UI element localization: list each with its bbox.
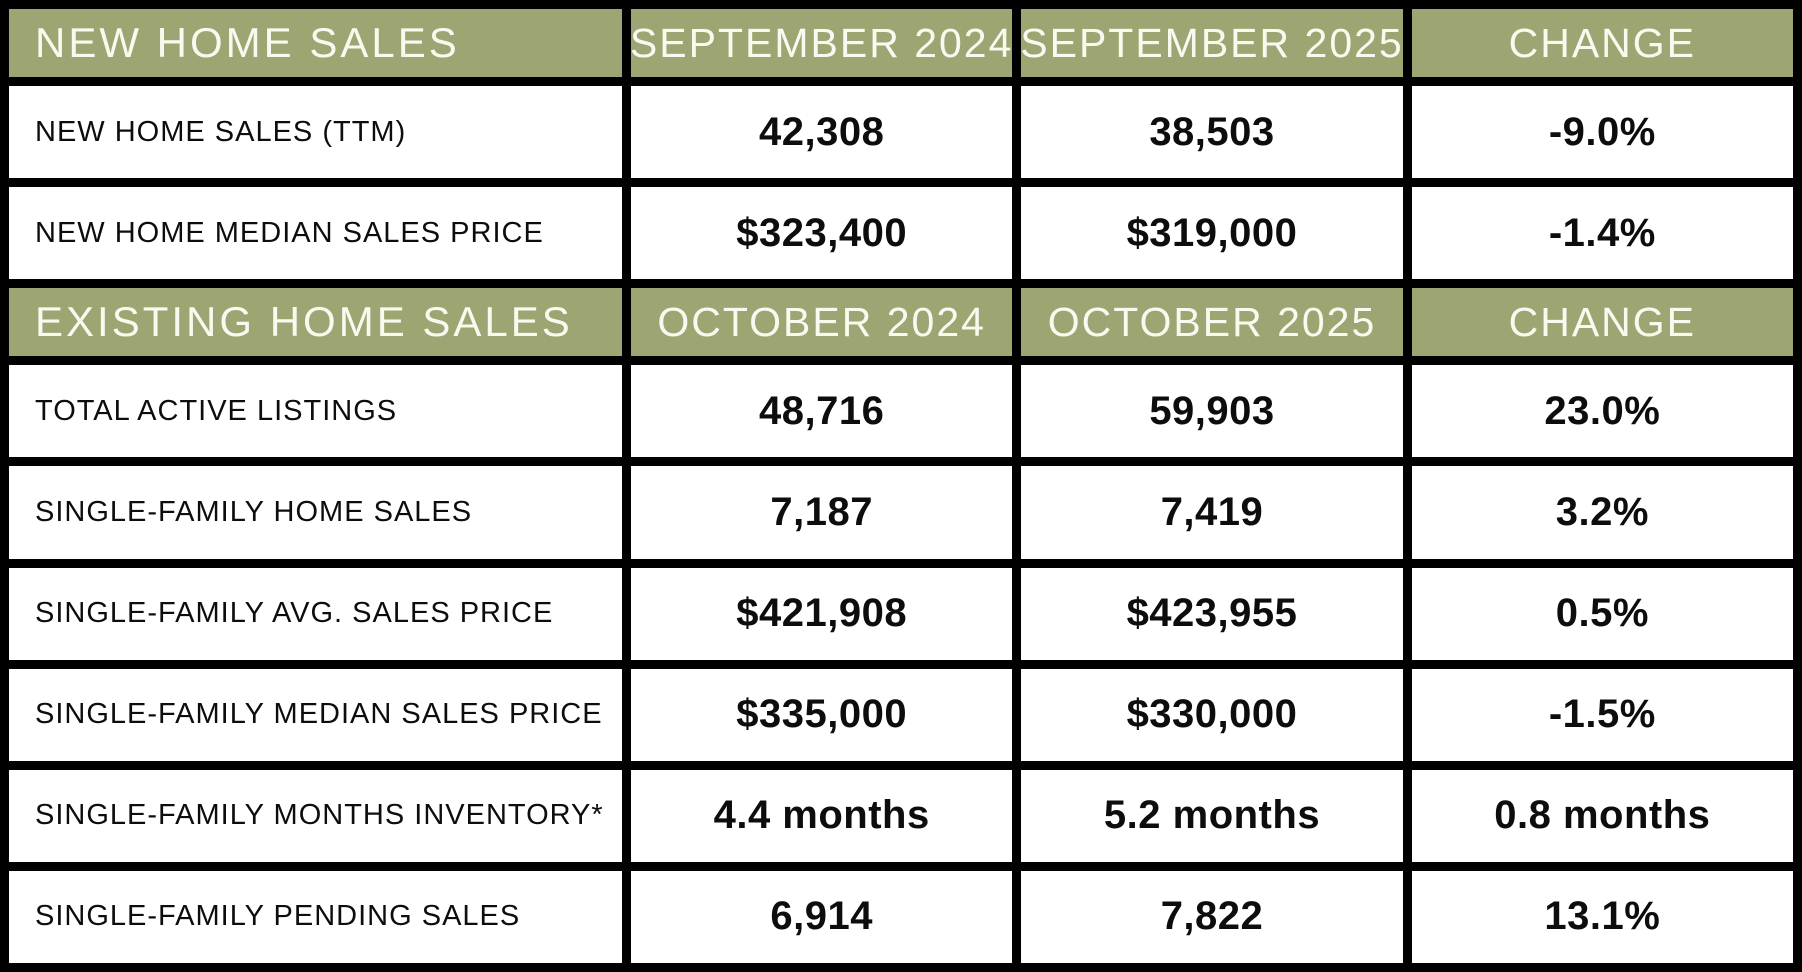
metric-change-cell: 23.0% [1411, 365, 1793, 458]
metric-change-cell: 3.2% [1411, 466, 1793, 559]
metric-label-cell: SINGLE-FAMILY MONTHS INVENTORY* [9, 769, 622, 862]
section-title-cell: NEW HOME SALES [9, 9, 622, 77]
metric-value-cell: 48,716 [631, 365, 1013, 458]
metric-label-cell: SINGLE-FAMILY AVG. SALES PRICE [9, 567, 622, 660]
period-header-cell: OCTOBER 2024 [631, 288, 1013, 357]
metric-value-cell: 7,419 [1021, 466, 1403, 559]
metric-change-cell: 13.1% [1411, 870, 1793, 963]
metric-change-cell: 0.5% [1411, 567, 1793, 660]
metric-value-cell: 5.2 months [1021, 769, 1403, 862]
metric-value-cell: 42,308 [631, 86, 1013, 179]
metric-value-cell: $319,000 [1021, 187, 1403, 280]
metric-label-cell: SINGLE-FAMILY PENDING SALES [9, 870, 622, 963]
change-header-cell: CHANGE [1411, 288, 1793, 357]
metric-value-cell: 7,187 [631, 466, 1013, 559]
metric-label-cell: NEW HOME SALES (TTM) [9, 86, 622, 179]
metric-change-cell: -1.5% [1411, 668, 1793, 761]
metric-label-cell: SINGLE-FAMILY HOME SALES [9, 466, 622, 559]
metric-value-cell: $335,000 [631, 668, 1013, 761]
section-title-cell: EXISTING HOME SALES [9, 288, 622, 357]
metric-value-cell: 4.4 months [631, 769, 1013, 862]
metric-change-cell: -1.4% [1411, 187, 1793, 280]
metric-value-cell: $421,908 [631, 567, 1013, 660]
metric-change-cell: 0.8 months [1411, 769, 1793, 862]
metric-label-cell: SINGLE-FAMILY MEDIAN SALES PRICE [9, 668, 622, 761]
metric-change-cell: -9.0% [1411, 86, 1793, 179]
metric-value-cell: 38,503 [1021, 86, 1403, 179]
metric-value-cell: $330,000 [1021, 668, 1403, 761]
metric-value-cell: $323,400 [631, 187, 1013, 280]
metric-value-cell: $423,955 [1021, 567, 1403, 660]
metric-label-cell: TOTAL ACTIVE LISTINGS [9, 365, 622, 458]
period-header-cell: OCTOBER 2025 [1021, 288, 1403, 357]
metric-value-cell: 7,822 [1021, 870, 1403, 963]
metric-label-cell: NEW HOME MEDIAN SALES PRICE [9, 187, 622, 280]
change-header-cell: CHANGE [1411, 9, 1793, 77]
period-header-cell: SEPTEMBER 2024 [631, 9, 1013, 77]
period-header-cell: SEPTEMBER 2025 [1021, 9, 1403, 77]
metric-value-cell: 59,903 [1021, 365, 1403, 458]
metric-value-cell: 6,914 [631, 870, 1013, 963]
